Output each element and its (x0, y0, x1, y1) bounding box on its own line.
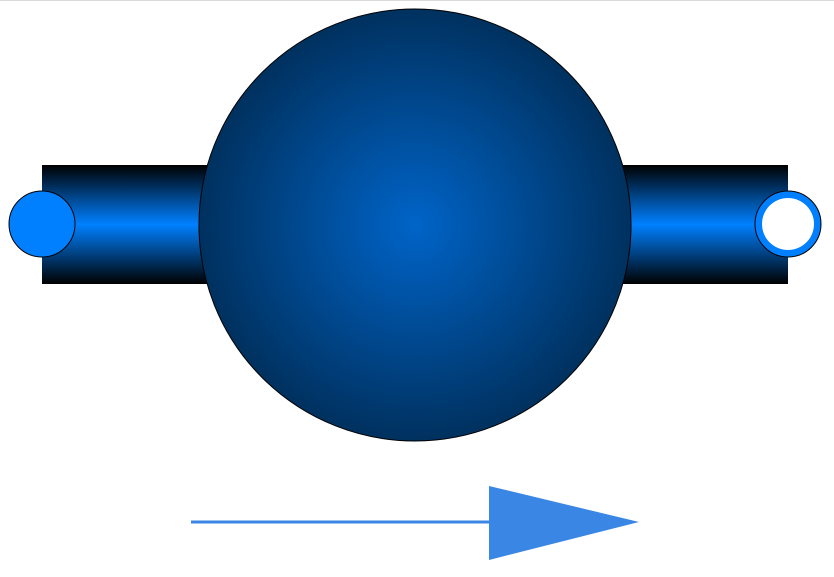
port-a-inlet[interactable] (8, 190, 76, 258)
top-border (0, 0, 834, 1)
flow-arrow-head (489, 486, 639, 560)
volume-sphere (198, 8, 632, 442)
port-b-hollow-center (762, 198, 814, 250)
